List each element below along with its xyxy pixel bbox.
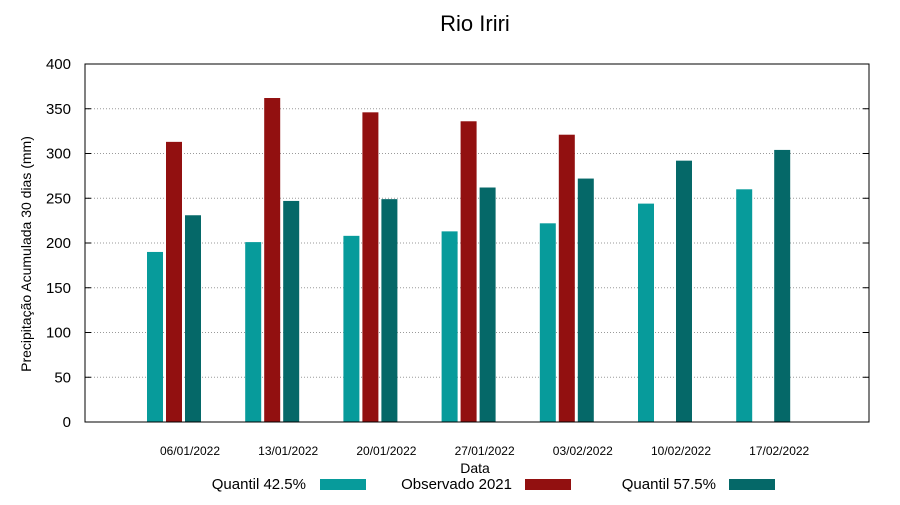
bar-quantil-42-5--2	[343, 235, 360, 422]
x-tick-label: 03/02/2022	[553, 444, 613, 458]
x-axis-label: Data	[460, 460, 490, 476]
y-tick-label: 300	[46, 146, 71, 163]
x-tick-label: 06/01/2022	[160, 444, 220, 458]
legend-swatch	[525, 479, 571, 490]
y-tick-label: 150	[46, 280, 71, 297]
y-tick-label: 0	[63, 414, 71, 431]
y-tick-label: 50	[54, 369, 71, 386]
bar-observado-2021-2	[362, 112, 379, 422]
y-tick-label: 350	[46, 101, 71, 118]
y-tick-label: 100	[46, 325, 71, 342]
bar-observado-2021-4	[558, 134, 575, 422]
bars	[147, 98, 791, 423]
bar-quantil-42-5--0	[147, 251, 163, 422]
y-tick-labels: 0 50 100 150 200 250 300 350 400	[46, 56, 71, 431]
bar-quantil-57-5--2	[381, 199, 398, 422]
bar-observado-2021-1	[264, 98, 281, 422]
x-tick-labels: 06/01/2022 13/01/2022 20/01/2022 27/01/2022…	[160, 444, 810, 458]
x-tick-label: 27/01/2022	[455, 444, 515, 458]
bar-quantil-57-5--5	[676, 160, 692, 422]
y-tick-label: 400	[46, 56, 71, 73]
bar-quantil-42-5--4	[539, 223, 556, 422]
legend: Quantil 42.5% Observado 2021 Quantil 57.5%	[212, 476, 775, 493]
x-tick-label: 10/02/2022	[651, 444, 711, 458]
legend-label: Quantil 42.5%	[212, 476, 306, 493]
bar-quantil-57-5--4	[577, 178, 594, 422]
bar-quantil-42-5--1	[245, 242, 262, 422]
y-axis-label: Precipitação Acumulada 30 dias (mm)	[18, 136, 34, 372]
bar-quantil-57-5--0	[185, 215, 201, 422]
chart-title: Rio Iriri	[440, 11, 510, 36]
y-tick-label: 250	[46, 190, 71, 207]
x-tick-label: 17/02/2022	[749, 444, 809, 458]
plot-frame	[84, 63, 870, 423]
bar-quantil-57-5--3	[479, 187, 496, 422]
x-tick-label: 13/01/2022	[258, 444, 318, 458]
legend-label: Quantil 57.5%	[622, 476, 716, 493]
bar-quantil-42-5--6	[736, 189, 753, 422]
bar-observado-2021-3	[460, 121, 477, 422]
bar-quantil-42-5--5	[638, 203, 654, 422]
bar-quantil-57-5--6	[774, 149, 791, 423]
bar-observado-2021-0	[166, 141, 182, 423]
legend-swatch	[320, 479, 366, 490]
x-tick-label: 20/01/2022	[356, 444, 416, 458]
legend-label: Observado 2021	[401, 476, 512, 493]
legend-swatch	[729, 479, 775, 490]
y-tick-label: 200	[46, 235, 71, 252]
bar-quantil-42-5--3	[441, 231, 458, 422]
bar-quantil-57-5--1	[283, 200, 300, 422]
